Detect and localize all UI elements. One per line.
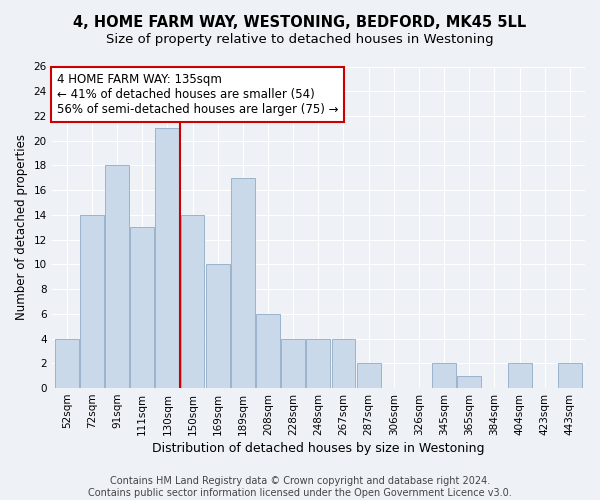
- Bar: [281, 338, 305, 388]
- Bar: [80, 215, 104, 388]
- Bar: [432, 364, 456, 388]
- Bar: [206, 264, 230, 388]
- Bar: [558, 364, 582, 388]
- Y-axis label: Number of detached properties: Number of detached properties: [15, 134, 28, 320]
- Text: 4 HOME FARM WAY: 135sqm
← 41% of detached houses are smaller (54)
56% of semi-de: 4 HOME FARM WAY: 135sqm ← 41% of detache…: [56, 72, 338, 116]
- Text: Size of property relative to detached houses in Westoning: Size of property relative to detached ho…: [106, 32, 494, 46]
- X-axis label: Distribution of detached houses by size in Westoning: Distribution of detached houses by size …: [152, 442, 485, 455]
- Bar: [307, 338, 330, 388]
- Text: Contains HM Land Registry data © Crown copyright and database right 2024.
Contai: Contains HM Land Registry data © Crown c…: [88, 476, 512, 498]
- Bar: [55, 338, 79, 388]
- Bar: [130, 228, 154, 388]
- Bar: [231, 178, 255, 388]
- Bar: [105, 166, 129, 388]
- Bar: [181, 215, 205, 388]
- Text: 4, HOME FARM WAY, WESTONING, BEDFORD, MK45 5LL: 4, HOME FARM WAY, WESTONING, BEDFORD, MK…: [73, 15, 527, 30]
- Bar: [256, 314, 280, 388]
- Bar: [356, 364, 380, 388]
- Bar: [155, 128, 179, 388]
- Bar: [457, 376, 481, 388]
- Bar: [508, 364, 532, 388]
- Bar: [332, 338, 355, 388]
